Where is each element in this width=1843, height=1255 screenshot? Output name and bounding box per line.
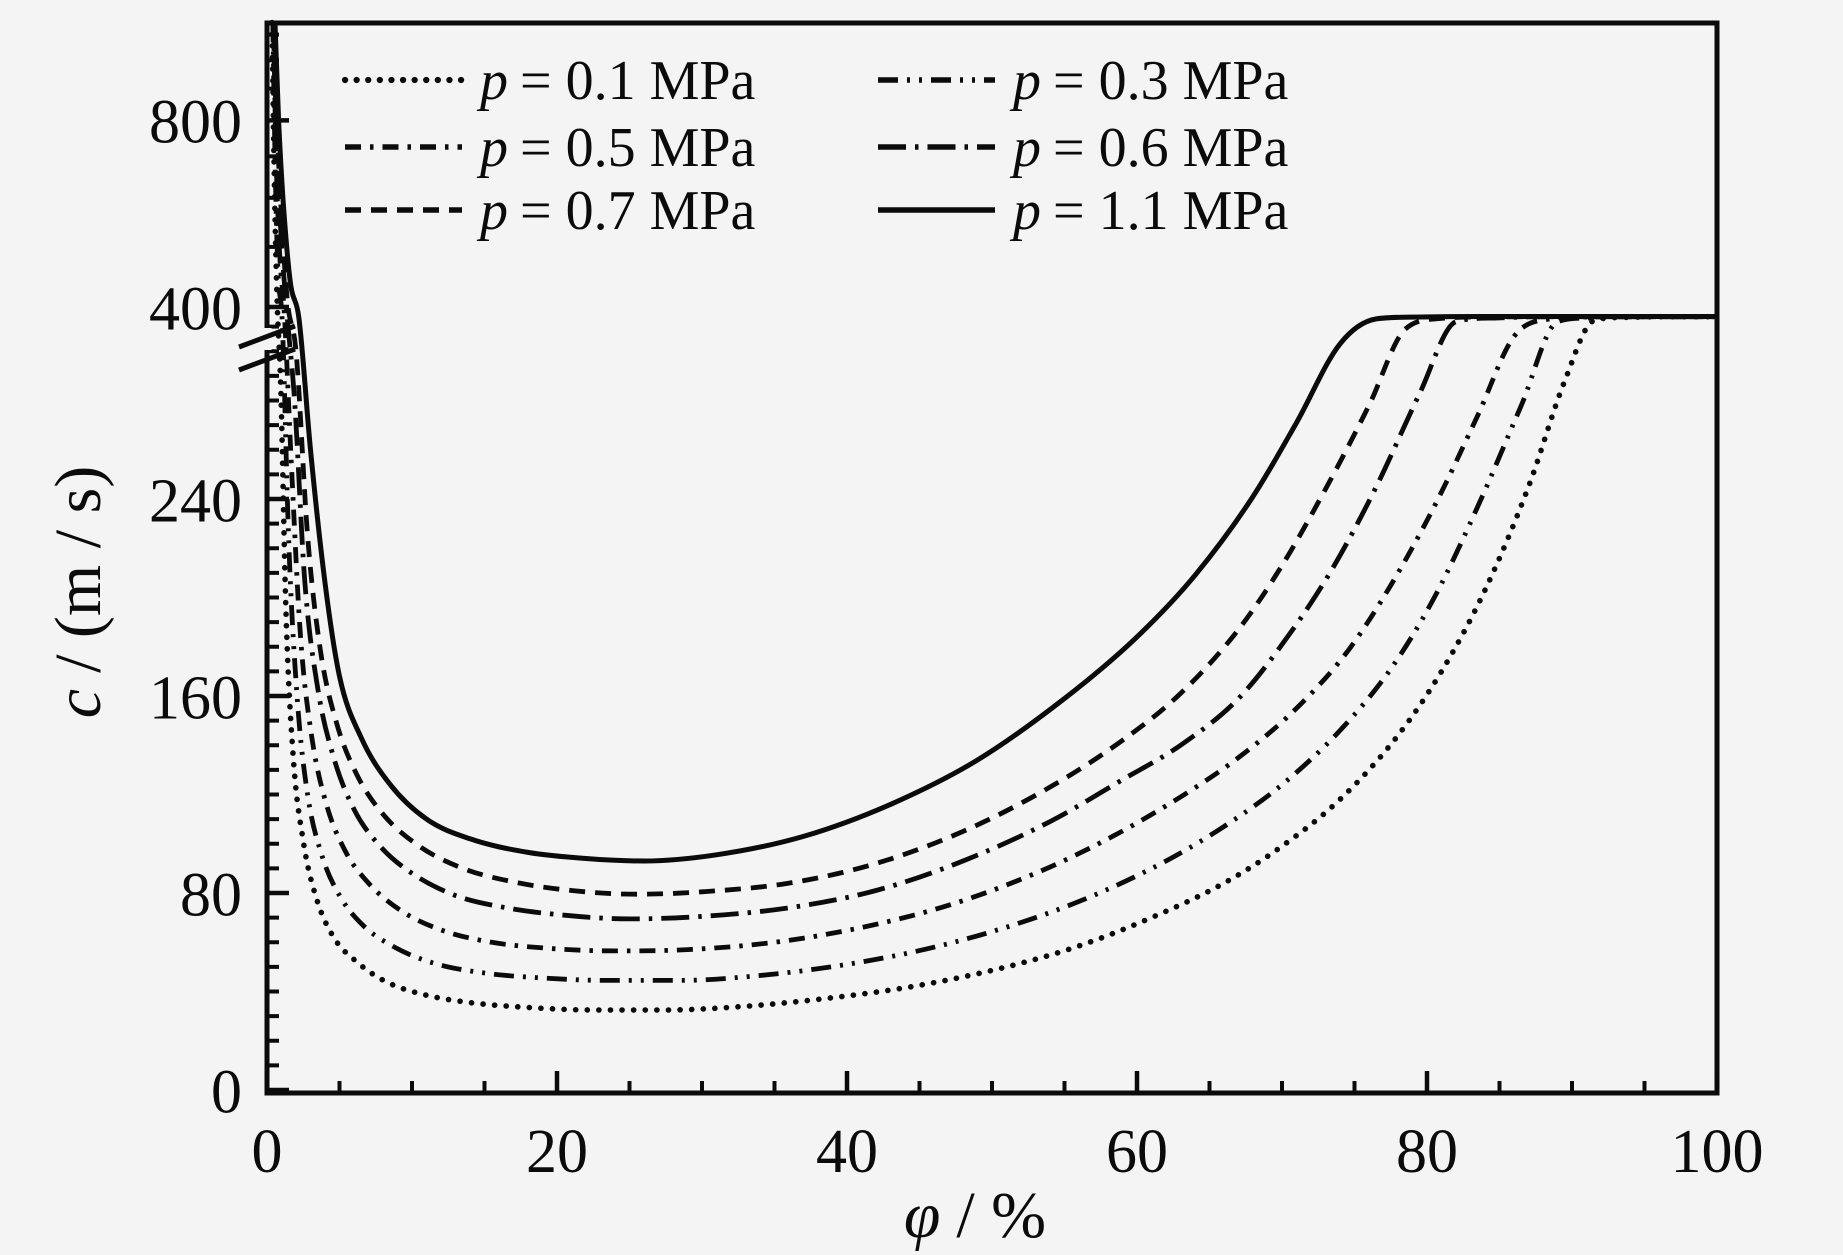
x-tick-label: 80 [1396, 1118, 1458, 1186]
legend-pressure-symbol: p [476, 180, 508, 242]
y-tick-label: 240 [149, 467, 242, 535]
y-axis-units: / (m / s) [42, 466, 115, 673]
axes-layer: 0 20 40 60 80 100 0 80 160 240 400 800 [149, 20, 1764, 1186]
y-tick-label: 400 [149, 275, 242, 343]
legend-pressure-value: = 0.6 MPa [1053, 117, 1289, 179]
x-tick-label: 60 [1106, 1118, 1168, 1186]
legend-pressure-value: = 0.7 MPa [520, 180, 756, 242]
legend-pressure-symbol: p [1009, 50, 1041, 112]
legend-label: p = 0.6 MPa [1009, 117, 1289, 179]
series-p-1.1MPa [272, 22, 1717, 864]
legend-item-0.3MPa: p = 0.3 MPa [878, 50, 1289, 112]
series-p-0.3MPa [270, 22, 1718, 983]
x-tick-label: 40 [816, 1118, 878, 1186]
series-p-0.6MPa [271, 22, 1717, 922]
x-tick-label: 100 [1671, 1118, 1764, 1186]
y-tick-label: 80 [180, 861, 242, 929]
legend-label: p = 0.1 MPa [476, 50, 756, 112]
x-axis-units: / % [956, 1179, 1046, 1252]
legend-label: p = 0.5 MPa [476, 117, 756, 179]
legend-pressure-symbol: p [476, 117, 508, 179]
legend-pressure-symbol: p [1009, 180, 1041, 242]
y-tick-label: 160 [149, 664, 242, 732]
legend-label: p = 0.3 MPa [1009, 50, 1289, 112]
legend-item-0.1MPa: p = 0.1 MPa [341, 50, 756, 112]
y-axis-variable: c [42, 689, 115, 718]
y-tick-label: 0 [211, 1058, 242, 1126]
legend-pressure-value: = 0.3 MPa [1053, 50, 1289, 112]
legend-pressure-symbol: p [476, 50, 508, 112]
legend-pressure-value: = 0.1 MPa [520, 50, 756, 112]
legend-pressure-symbol: p [1009, 117, 1041, 179]
x-axis-title: φ / % [904, 1179, 1046, 1252]
legend-item-0.6MPa: p = 0.6 MPa [878, 117, 1289, 179]
series-p-0.7MPa [271, 22, 1717, 897]
y-axis-title: c / (m / s) [42, 466, 115, 718]
x-tick-label: 20 [526, 1118, 588, 1186]
legend-pressure-value: = 0.5 MPa [520, 117, 756, 179]
legend-label: p = 1.1 MPa [1009, 180, 1289, 242]
x-axis-variable: φ [904, 1179, 941, 1252]
legend-item-0.7MPa: p = 0.7 MPa [345, 180, 756, 242]
legend-item-0.5MPa: p = 0.5 MPa [345, 117, 756, 179]
data-series-layer [269, 19, 1720, 1013]
x-tick-label: 0 [252, 1118, 283, 1186]
series-p-0.1MPa [269, 19, 1720, 1013]
legend-pressure-value: = 1.1 MPa [1053, 180, 1289, 242]
legend-item-1.1MPa: p = 1.1 MPa [878, 180, 1289, 242]
y-tick-label: 800 [149, 89, 242, 157]
legend-label: p = 0.7 MPa [476, 180, 756, 242]
